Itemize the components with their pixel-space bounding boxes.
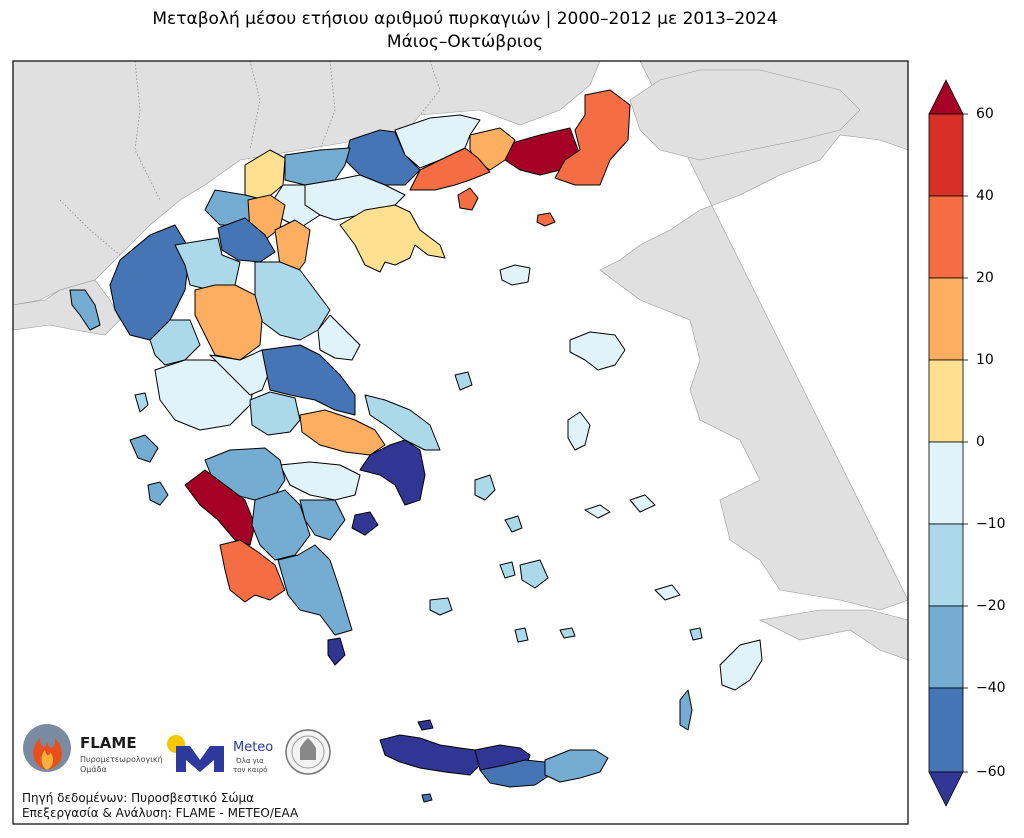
region-yellow-chalkidiki	[339, 204, 446, 273]
island-naxos	[519, 559, 549, 589]
flame-logo-name: FLAME	[80, 734, 137, 752]
island-kerkyra	[69, 289, 101, 331]
map-title: Μεταβολή μέσου ετήσιου αριθμού πυρκαγιών…	[152, 9, 778, 29]
colorbar-bin-20-40	[928, 195, 964, 279]
region-dark-red-ilia	[184, 469, 256, 546]
island-lemnos	[499, 264, 531, 286]
island-karpathos	[679, 689, 693, 731]
region-orange-rodopi	[469, 127, 516, 171]
region-orange-trikala	[194, 284, 263, 361]
region-mid-blue-argolida	[299, 499, 346, 541]
colorbar-bin-m10-0	[928, 441, 964, 525]
island-tinos	[504, 515, 523, 533]
island-gavdos	[421, 793, 433, 803]
island-lesvos	[569, 331, 626, 371]
data-source-note: Πηγή δεδομένων: Πυροσβεστικό Σώμα	[22, 791, 255, 805]
colorbar-bin-m60-m40	[928, 687, 964, 773]
island-milos	[429, 597, 453, 616]
map-frame	[12, 60, 909, 825]
island-aegina	[351, 511, 379, 536]
colorbar	[928, 79, 968, 807]
seal-logo-icon	[285, 729, 331, 775]
region-dark-blue-fthiotida	[261, 344, 356, 416]
island-small-aegean-1	[689, 627, 703, 641]
colorbar-bin-m20-m10	[928, 523, 964, 607]
colorbar-tick-label: 60	[976, 106, 994, 122]
meteo-logo-icon	[167, 735, 224, 772]
island-chios	[567, 411, 591, 451]
neighbor-countries	[12, 60, 909, 661]
greek-regions	[109, 89, 631, 636]
island-andros	[474, 474, 496, 501]
island-small-aegean-2	[559, 627, 576, 639]
island-ikaria	[584, 504, 611, 519]
meteo-logo-name: Meteo	[233, 740, 274, 755]
meteo-logo-tagline: Όλα για	[236, 757, 264, 765]
island-santorini	[514, 627, 529, 643]
island-kefalonia	[129, 434, 159, 463]
region-light-fokida	[249, 391, 301, 436]
region-light-magnesia	[317, 314, 361, 361]
island-kythira	[327, 637, 346, 666]
colorbar-bin-m40-m20	[928, 605, 964, 689]
island-lefkada	[134, 392, 149, 413]
island-paros	[499, 561, 516, 579]
colorbar-tick-label: −20	[976, 598, 1006, 614]
colorbar-tick-label: 0	[976, 434, 985, 450]
colorbar-tick-label: −10	[976, 516, 1006, 532]
island-rhodes	[719, 639, 763, 691]
region-orange-red-evros	[554, 89, 631, 186]
colorbar-tick-marks	[963, 113, 968, 773]
island-crete-east	[544, 749, 609, 783]
islands	[69, 187, 763, 803]
region-mid-blue-arcadia	[251, 489, 311, 561]
region-navy-attica	[359, 439, 426, 506]
island-skyros	[454, 371, 473, 391]
colorbar-tick-label: 10	[976, 352, 994, 368]
region-dark-blue-kozani	[217, 217, 276, 263]
colorbar-tick-label: −60	[976, 764, 1006, 780]
analysis-credit-note: Επεξεργασία & Ανάλυση: FLAME - METEO/EAA	[22, 806, 299, 820]
region-mid-blue-kilkis	[284, 147, 351, 186]
region-orange-voiotia	[299, 409, 386, 456]
colorbar-tick-label: 40	[976, 188, 994, 204]
flame-logo-subtitle: Ομάδα	[80, 765, 107, 774]
region-light-euboea	[364, 394, 441, 451]
meteo-logo-tagline: τον καιρό	[233, 766, 268, 774]
colorbar-bin-40-60	[928, 113, 964, 197]
island-thasos	[457, 187, 479, 211]
island-zakynthos	[147, 481, 169, 506]
region-orange-red-messinia	[219, 539, 286, 603]
flame-logo-icon	[23, 724, 71, 772]
colorbar-tick-label: −40	[976, 680, 1006, 696]
colorbar-extend-max	[928, 79, 964, 115]
flame-logo-subtitle: Πυρομετεωρολογική	[80, 755, 163, 764]
neighbor-internal-borders	[59, 60, 441, 256]
region-dark-blue-serres	[344, 129, 421, 186]
colorbar-tick-label: 20	[976, 270, 994, 286]
neighbor-land-east	[599, 60, 909, 611]
island-samothraki	[536, 212, 556, 227]
colorbar-extend-min	[928, 771, 964, 807]
region-mid-blue-laconia	[277, 544, 353, 636]
island-samos	[629, 494, 656, 513]
colorbar-bin-0-10	[928, 359, 964, 443]
island-kos	[654, 584, 681, 601]
colorbar-bin-10-20	[928, 277, 964, 361]
region-light-corinthia	[279, 461, 361, 501]
neighbor-land-east-coast	[629, 69, 861, 161]
region-light-drama	[394, 114, 481, 169]
map-subtitle: Μάιος–Οκτώβριος	[386, 32, 544, 52]
island-antikythera	[417, 719, 434, 731]
region-light-arta	[149, 319, 201, 366]
region-light-evrytania	[209, 349, 271, 396]
